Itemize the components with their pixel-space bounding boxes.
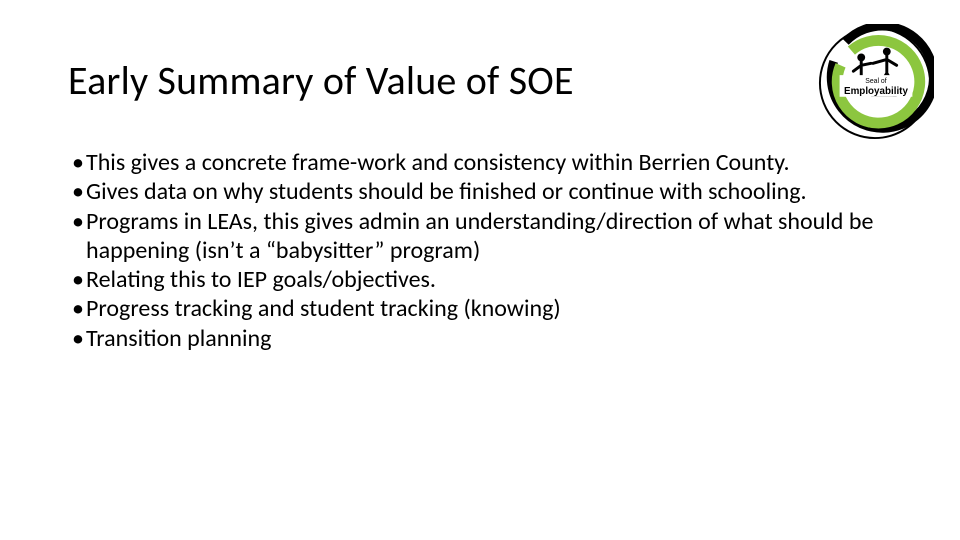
svg-text:Employability: Employability [844, 86, 908, 97]
list-item-text: Transition planning [86, 324, 271, 353]
bullet-icon: • [72, 294, 86, 323]
logo-text-top: Seal of [865, 78, 886, 85]
bullet-icon: • [72, 265, 86, 294]
logo-text-bottom: Employability [844, 86, 908, 97]
bullet-icon: • [72, 177, 86, 206]
bullet-icon: • [72, 324, 86, 353]
bullet-icon: • [72, 148, 86, 177]
list-item-text: Gives data on why students should be fin… [86, 177, 807, 206]
list-item: •Transition planning [68, 324, 892, 353]
list-item: •Progress tracking and student tracking … [68, 294, 892, 323]
bullet-icon: • [72, 207, 86, 236]
list-item: •Programs in LEAs, this gives admin an u… [68, 207, 892, 266]
svg-text:Seal of: Seal of [865, 78, 886, 85]
slide-title: Early Summary of Value of SOE [68, 56, 574, 105]
list-item-text: Progress tracking and student tracking (… [86, 294, 561, 323]
slide: Seal of Employability Early Summary of V… [0, 0, 960, 540]
list-item: •Gives data on why students should be fi… [68, 177, 892, 206]
employability-seal-logo: Seal of Employability [816, 24, 934, 142]
list-item: •Relating this to IEP goals/objectives. [68, 265, 892, 294]
list-item-text: Relating this to IEP goals/objectives. [86, 265, 436, 294]
list-item-text: Programs in LEAs, this gives admin an un… [86, 207, 873, 265]
bullet-list: •This gives a concrete frame-work and co… [68, 148, 892, 353]
list-item: •This gives a concrete frame-work and co… [68, 148, 892, 177]
list-item-text: This gives a concrete frame-work and con… [86, 148, 790, 177]
